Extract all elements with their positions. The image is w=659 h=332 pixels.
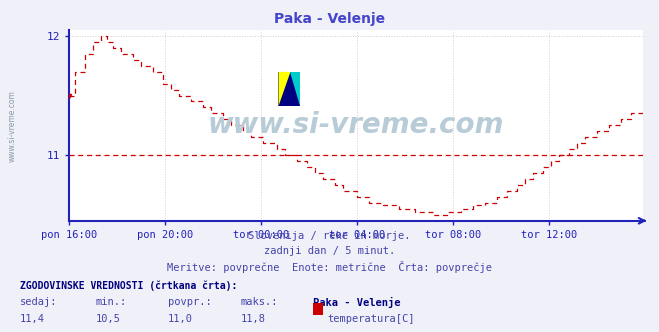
Text: Paka - Velenje: Paka - Velenje	[274, 12, 385, 26]
Text: zadnji dan / 5 minut.: zadnji dan / 5 minut.	[264, 246, 395, 256]
Text: min.:: min.:	[96, 297, 127, 307]
Text: Paka - Velenje: Paka - Velenje	[313, 297, 401, 308]
Text: www.si-vreme.com: www.si-vreme.com	[208, 111, 504, 139]
Text: temperatura[C]: temperatura[C]	[328, 314, 415, 324]
Polygon shape	[291, 72, 301, 106]
Text: povpr.:: povpr.:	[168, 297, 212, 307]
Text: sedaj:: sedaj:	[20, 297, 57, 307]
Text: 11,4: 11,4	[20, 314, 45, 324]
Polygon shape	[279, 72, 301, 106]
Text: 10,5: 10,5	[96, 314, 121, 324]
Text: Slovenija / reke in morje.: Slovenija / reke in morje.	[248, 231, 411, 241]
Text: Meritve: povprečne  Enote: metrične  Črta: povprečje: Meritve: povprečne Enote: metrične Črta:…	[167, 261, 492, 273]
Text: 11,0: 11,0	[168, 314, 193, 324]
Text: 11,8: 11,8	[241, 314, 266, 324]
Polygon shape	[279, 72, 291, 106]
Text: ZGODOVINSKE VREDNOSTI (črtkana črta):: ZGODOVINSKE VREDNOSTI (črtkana črta):	[20, 281, 237, 291]
Text: www.si-vreme.com: www.si-vreme.com	[8, 90, 17, 162]
Text: maks.:: maks.:	[241, 297, 278, 307]
